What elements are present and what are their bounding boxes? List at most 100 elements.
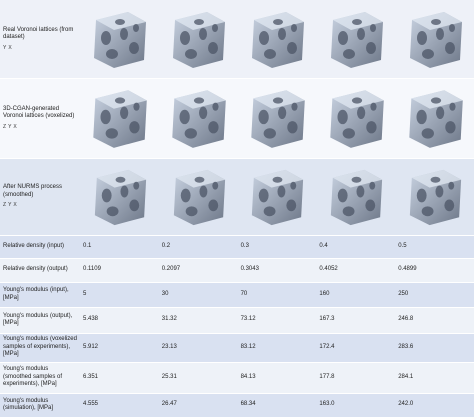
value-cell: 250	[395, 282, 474, 308]
value-cell: 25.31	[158, 362, 238, 394]
lattice-image	[321, 4, 391, 74]
value-cell: 68.34	[237, 393, 317, 418]
value-cell: 283.6	[395, 333, 474, 363]
axis-label: X	[8, 44, 12, 51]
value-cell: 163.0	[316, 393, 396, 418]
value-cell: 0.4	[316, 235, 396, 259]
lattice-cell	[237, 158, 317, 236]
lattice-cell	[158, 158, 238, 236]
lattice-image	[164, 162, 233, 231]
data-row: Young's modulus (output), [MPa] 5.438 31.3…	[0, 307, 474, 334]
lattice-image	[84, 4, 154, 74]
axis-label: Z	[3, 123, 7, 130]
image-row: 3D-CGAN-generated Voronoi lattices (voxe…	[0, 78, 474, 159]
lattice-image	[399, 82, 471, 154]
value-cell: 0.2097	[158, 258, 238, 283]
lattice-cell	[395, 0, 474, 79]
value-cell: 70	[237, 282, 317, 308]
data-row: Young's modulus (input), [MPa] 5 30 70 160 25…	[0, 282, 474, 308]
image-row: Real Voronoi lattices (from dataset) Y X	[0, 0, 474, 79]
row-label: Young's modulus (voxelized samples of ex…	[0, 333, 80, 363]
row-label: After NURMS process (smoothed) Z Y X	[0, 158, 80, 236]
lattice-image	[400, 162, 469, 231]
lattice-image	[162, 82, 234, 154]
data-row: Young's modulus (smoothed samples of exp…	[0, 362, 474, 394]
row-label-text: After NURMS process (smoothed)	[3, 184, 63, 198]
row-label: Young's modulus (input), [MPa]	[0, 282, 80, 308]
value-cell: 23.13	[158, 333, 238, 363]
row-label: Relative density (input)	[0, 235, 80, 259]
value-cell: 160	[316, 282, 396, 308]
row-label: Relative density (output)	[0, 258, 80, 283]
lattice-cell	[395, 158, 474, 236]
lattice-cell	[158, 78, 238, 159]
axis-label: Y	[8, 123, 12, 130]
value-cell: 31.32	[158, 307, 238, 334]
lattice-cell	[80, 0, 159, 79]
lattice-cell	[395, 78, 474, 159]
value-cell: 242.0	[395, 393, 474, 418]
value-cell: 167.3	[316, 307, 396, 334]
lattice-cell	[80, 158, 159, 236]
lattice-cell	[237, 0, 317, 79]
value-cell: 0.3	[237, 235, 317, 259]
value-cell: 172.4	[316, 333, 396, 363]
value-cell: 73.12	[237, 307, 317, 334]
axis-label: Y	[3, 44, 7, 51]
value-cell: 5.438	[80, 307, 159, 334]
data-row: Relative density (output) 0.1109 0.2097 0.3…	[0, 258, 474, 283]
value-cell: 284.1	[395, 362, 474, 394]
row-label: Young's modulus (output), [MPa]	[0, 307, 80, 334]
lattice-cell	[316, 0, 396, 79]
lattice-image	[242, 162, 311, 231]
value-cell: 26.47	[158, 393, 238, 418]
lattice-cell	[316, 158, 396, 236]
lattice-cell	[316, 78, 396, 159]
lattice-image	[321, 162, 390, 231]
value-cell: 246.8	[395, 307, 474, 334]
value-cell: 0.2	[158, 235, 238, 259]
lattice-cell	[237, 78, 317, 159]
lattice-cell	[80, 78, 159, 159]
value-cell: 4.555	[80, 393, 159, 418]
value-cell: 6.351	[80, 362, 159, 394]
axis-label: X	[13, 202, 17, 209]
value-cell: 177.8	[316, 362, 396, 394]
value-cell: 84.13	[237, 362, 317, 394]
value-cell: 0.1109	[80, 258, 159, 283]
row-label: Young's modulus (smoothed samples of exp…	[0, 362, 80, 394]
value-cell: 0.3043	[237, 258, 317, 283]
data-row: Young's modulus (voxelized samples of ex…	[0, 333, 474, 363]
lattice-image	[320, 82, 392, 154]
lattice-image	[163, 4, 233, 74]
row-label: 3D-CGAN-generated Voronoi lattices (voxe…	[0, 78, 80, 159]
value-cell: 83.12	[237, 333, 317, 363]
row-label-text: Real Voronoi lattices (from dataset)	[3, 26, 74, 41]
value-cell: 5	[80, 282, 159, 308]
lattice-image	[242, 4, 312, 74]
value-cell: 30	[158, 282, 238, 308]
lattice-image	[83, 82, 155, 154]
row-label: Young's modulus (simulation), [MPa]	[0, 393, 80, 418]
axis-label: Y	[8, 202, 12, 209]
value-cell: 0.5	[395, 235, 474, 259]
lattice-image	[400, 4, 470, 74]
image-row: After NURMS process (smoothed) Z Y X	[0, 158, 474, 236]
data-row: Relative density (input) 0.1 0.2 0.3 0.4 0.5	[0, 235, 474, 259]
axis-label: X	[13, 123, 17, 130]
lattice-image	[241, 82, 313, 154]
value-cell: 5.912	[80, 333, 159, 363]
value-cell: 0.4899	[395, 258, 474, 283]
lattice-cell	[158, 0, 238, 79]
lattice-image	[85, 162, 154, 231]
data-row: Young's modulus (simulation), [MPa] 4.555…	[0, 393, 474, 418]
row-label-text: 3D-CGAN-generated Voronoi lattices (voxe…	[3, 105, 75, 120]
value-cell: 0.1	[80, 235, 159, 259]
row-label: Real Voronoi lattices (from dataset) Y X	[0, 0, 80, 79]
value-cell: 0.4052	[316, 258, 396, 283]
